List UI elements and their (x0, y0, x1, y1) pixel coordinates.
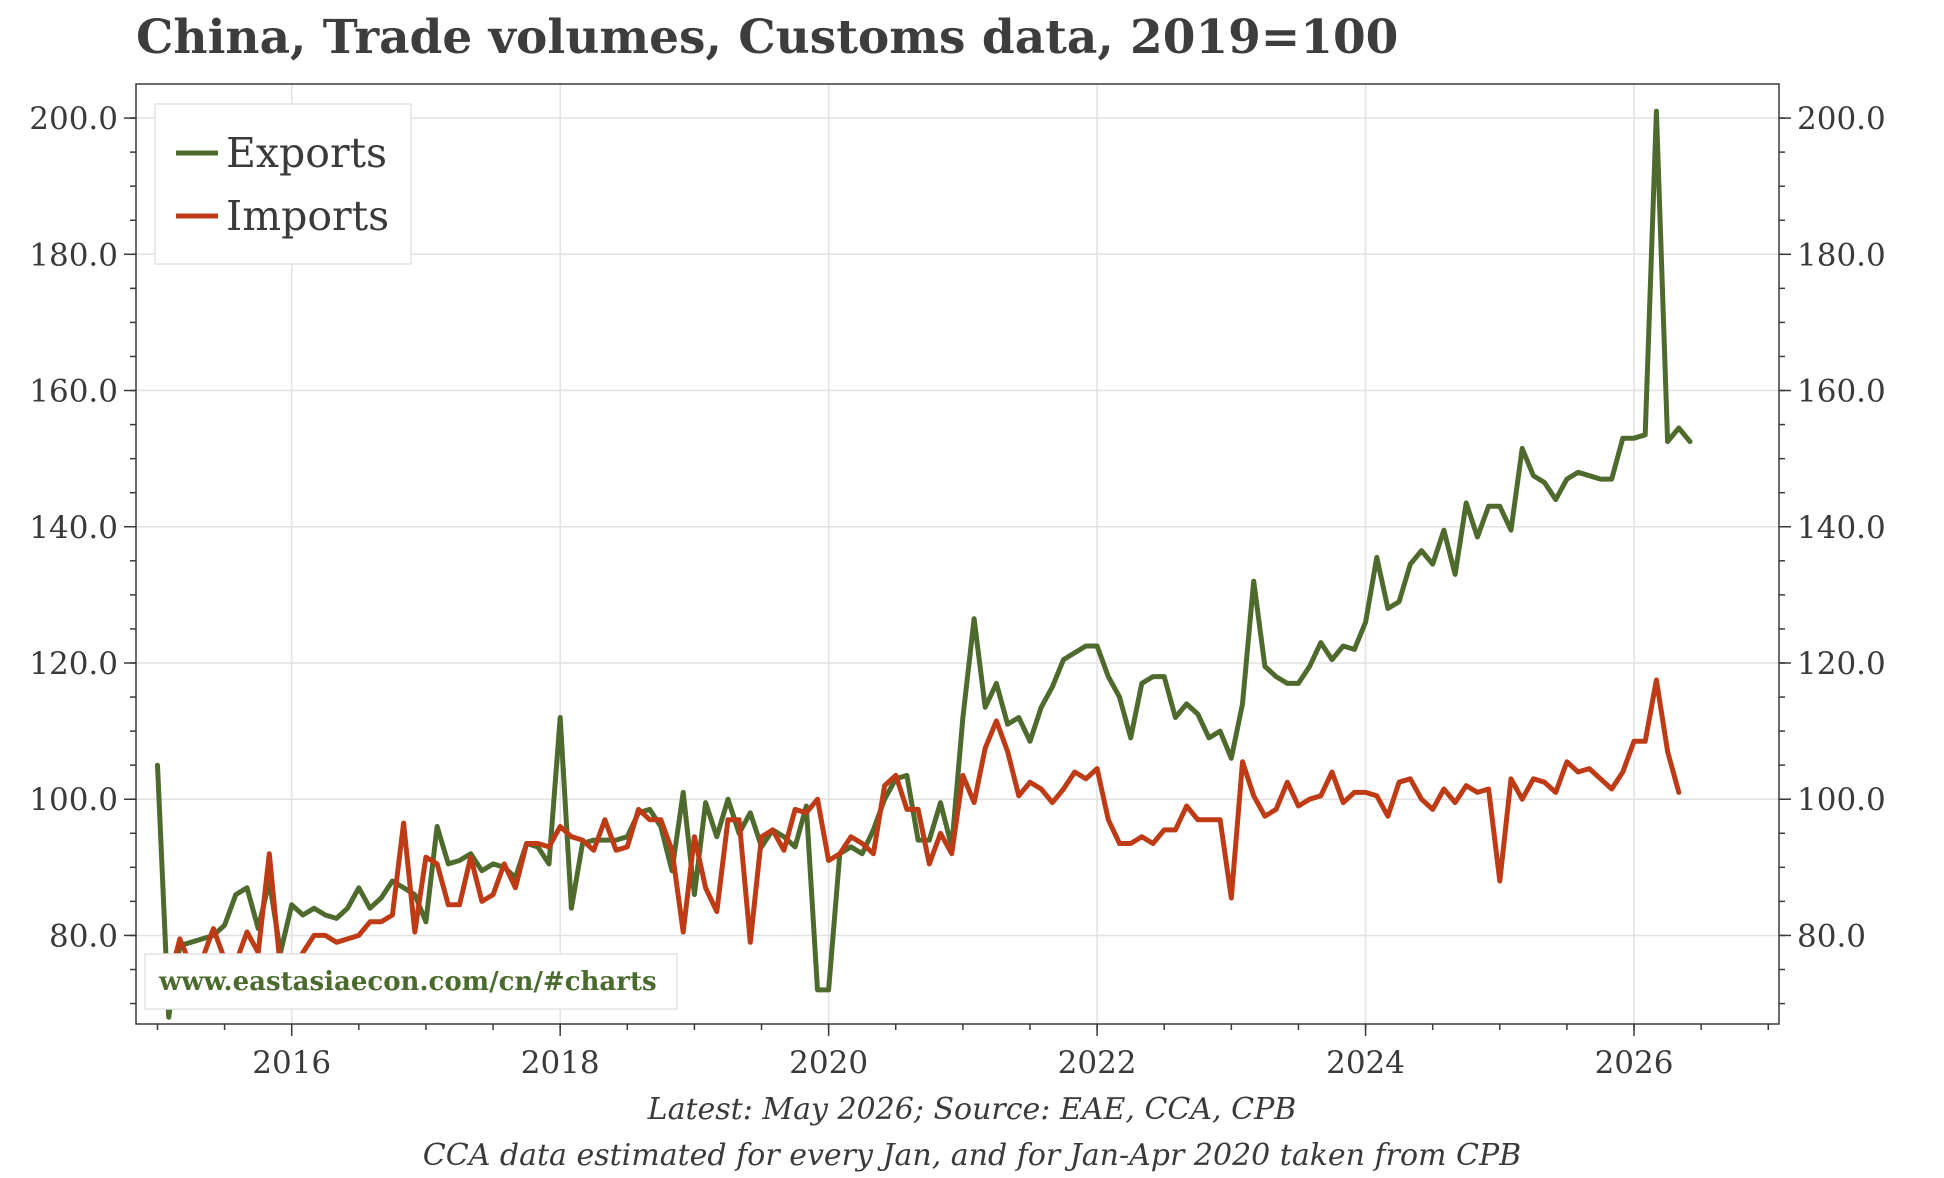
plot-frame (135, 83, 1780, 1025)
legend-imports-label: Imports (226, 192, 389, 240)
y-tick-label: 140.0 (29, 510, 118, 546)
footnote-source: Latest: May 2026; Source: EAE, CCA, CPB (647, 1092, 1297, 1127)
y-tick-label-right: 100.0 (1797, 782, 1886, 818)
y-tick-label: 120.0 (29, 646, 118, 682)
footnote-note: CCA data estimated for every Jan, and fo… (422, 1138, 1522, 1173)
y-tick-label-right: 80.0 (1797, 918, 1866, 954)
x-tick-label: 2016 (252, 1045, 331, 1081)
x-tick-label: 2024 (1326, 1045, 1405, 1081)
series-lines (155, 108, 1693, 1020)
y-tick-label-right: 200.0 (1797, 101, 1886, 137)
series-line-imports (155, 677, 1682, 986)
x-tick-label: 2026 (1595, 1045, 1674, 1081)
y-tick-label-right: 180.0 (1797, 237, 1886, 273)
y-tick-label: 180.0 (29, 237, 118, 273)
watermark-text: www.eastasiaecon.com/cn/#charts (158, 967, 657, 997)
grid-lines (136, 84, 1779, 1024)
watermark: www.eastasiaecon.com/cn/#charts (144, 953, 678, 1010)
y-tick-label-right: 160.0 (1797, 374, 1886, 410)
axes: 80.0 80.0 100.0 100.0 120.0 120.0 140.0 140.0 16… (29, 83, 1886, 1081)
y-tick-label: 100.0 (29, 782, 118, 818)
legend-frame (154, 103, 412, 265)
chart-title: China, Trade volumes, Customs data, 2019… (136, 10, 1399, 65)
legend: Exports Imports (154, 103, 412, 265)
y-tick-label: 160.0 (29, 374, 118, 410)
y-tick-label-right: 120.0 (1797, 646, 1886, 682)
legend-exports-label: Exports (226, 129, 387, 177)
y-tick-label: 80.0 (49, 918, 118, 954)
x-tick-label: 2022 (1058, 1045, 1137, 1081)
x-tick-label: 2020 (789, 1045, 868, 1081)
x-tick-label: 2018 (521, 1045, 600, 1081)
y-tick-label-right: 140.0 (1797, 510, 1886, 546)
y-tick-label: 200.0 (29, 101, 118, 137)
line-chart: 80.0 80.0 100.0 100.0 120.0 120.0 140.0 140.0 16… (29, 83, 1886, 1081)
watermark-box (144, 953, 678, 1010)
